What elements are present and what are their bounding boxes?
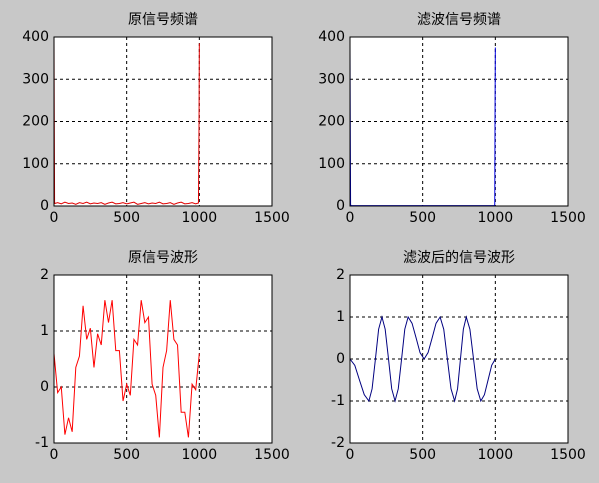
x-tick-label: 1000 xyxy=(478,447,514,463)
x-tick-label: 500 xyxy=(113,447,140,463)
x-tick-label: 0 xyxy=(50,447,59,463)
x-tick-label: 1000 xyxy=(182,210,218,226)
y-tick-label: 1 xyxy=(40,323,49,339)
y-tick-label: 400 xyxy=(318,29,345,45)
chart-title: 原信号波形 xyxy=(128,250,198,266)
x-tick-label: 0 xyxy=(50,210,59,226)
x-tick-label: 1500 xyxy=(550,447,586,463)
y-tick-label: -1 xyxy=(331,393,345,409)
x-tick-label: 1000 xyxy=(182,447,218,463)
y-tick-label: 100 xyxy=(22,156,49,172)
x-tick-label: 500 xyxy=(409,210,436,226)
y-tick-label: 200 xyxy=(318,114,345,130)
y-tick-label: 300 xyxy=(22,71,49,87)
y-tick-label: 1 xyxy=(336,309,345,325)
y-tick-label: 400 xyxy=(22,29,49,45)
axes-frame xyxy=(53,36,273,207)
y-tick-label: 0 xyxy=(336,351,345,367)
axes-frame xyxy=(53,274,273,444)
y-tick-label: 200 xyxy=(22,114,49,130)
x-tick-label: 1000 xyxy=(478,210,514,226)
x-tick-label: 500 xyxy=(113,210,140,226)
data-line xyxy=(53,300,200,438)
y-tick-label: -2 xyxy=(331,435,345,451)
x-tick-label: 0 xyxy=(346,210,355,226)
data-line xyxy=(53,36,200,205)
y-tick-label: 0 xyxy=(336,198,345,214)
axes-frame xyxy=(349,36,569,207)
data-line xyxy=(349,315,496,403)
y-tick-label: -1 xyxy=(35,435,49,451)
y-tick-label: 0 xyxy=(40,379,49,395)
axes-frame xyxy=(349,274,569,444)
chart-title: 滤波后的信号波形 xyxy=(403,250,515,266)
plot-area xyxy=(54,275,272,443)
chart-title: 原信号频谱 xyxy=(128,12,198,28)
x-tick-label: 1500 xyxy=(254,447,290,463)
y-tick-label: 2 xyxy=(40,267,49,283)
y-tick-label: 2 xyxy=(336,267,345,283)
x-tick-label: 1500 xyxy=(550,210,586,226)
x-tick-label: 0 xyxy=(346,447,355,463)
y-tick-label: 100 xyxy=(318,156,345,172)
chart-title: 滤波信号频谱 xyxy=(417,12,501,28)
x-tick-label: 500 xyxy=(409,447,436,463)
y-tick-label: 0 xyxy=(40,198,49,214)
x-tick-label: 1500 xyxy=(254,210,290,226)
y-tick-label: 300 xyxy=(318,71,345,87)
